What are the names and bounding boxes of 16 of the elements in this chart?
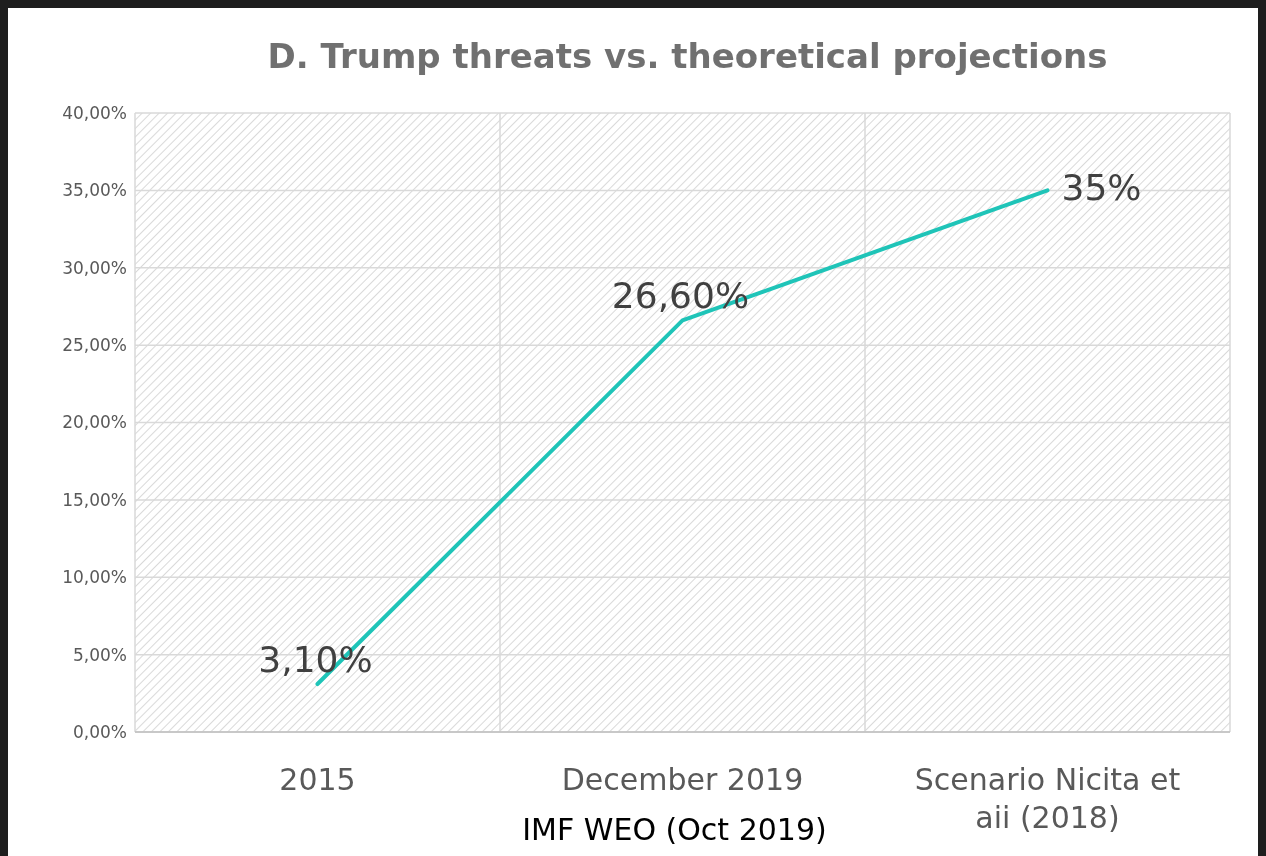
y-tick-label: 40,00% (62, 102, 127, 123)
x-tick-label: Scenario Nicita et aii (2018) (914, 762, 1181, 835)
data-label: 26,60% (611, 275, 750, 317)
text: IMF WEO (Oct 2019) (522, 812, 827, 847)
y-tick-label: 5,00% (72, 644, 127, 665)
x-tick-label: December 2019 (561, 762, 804, 797)
y-tick-label: 15,00% (62, 489, 127, 510)
y-tick-label: 35,00% (62, 180, 127, 201)
x-tick-label: 2015 (279, 762, 356, 797)
y-tick-label: 30,00% (62, 257, 127, 278)
y-tick-label: 10,00% (62, 567, 127, 588)
data-label: 35% (1061, 167, 1142, 209)
y-tick-label: 0,00% (72, 721, 127, 742)
y-tick-label: 25,00% (62, 335, 127, 356)
y-tick-label: 20,00% (62, 412, 127, 433)
chart-title: D. Trump threats vs. theoretical projections (267, 36, 1108, 76)
